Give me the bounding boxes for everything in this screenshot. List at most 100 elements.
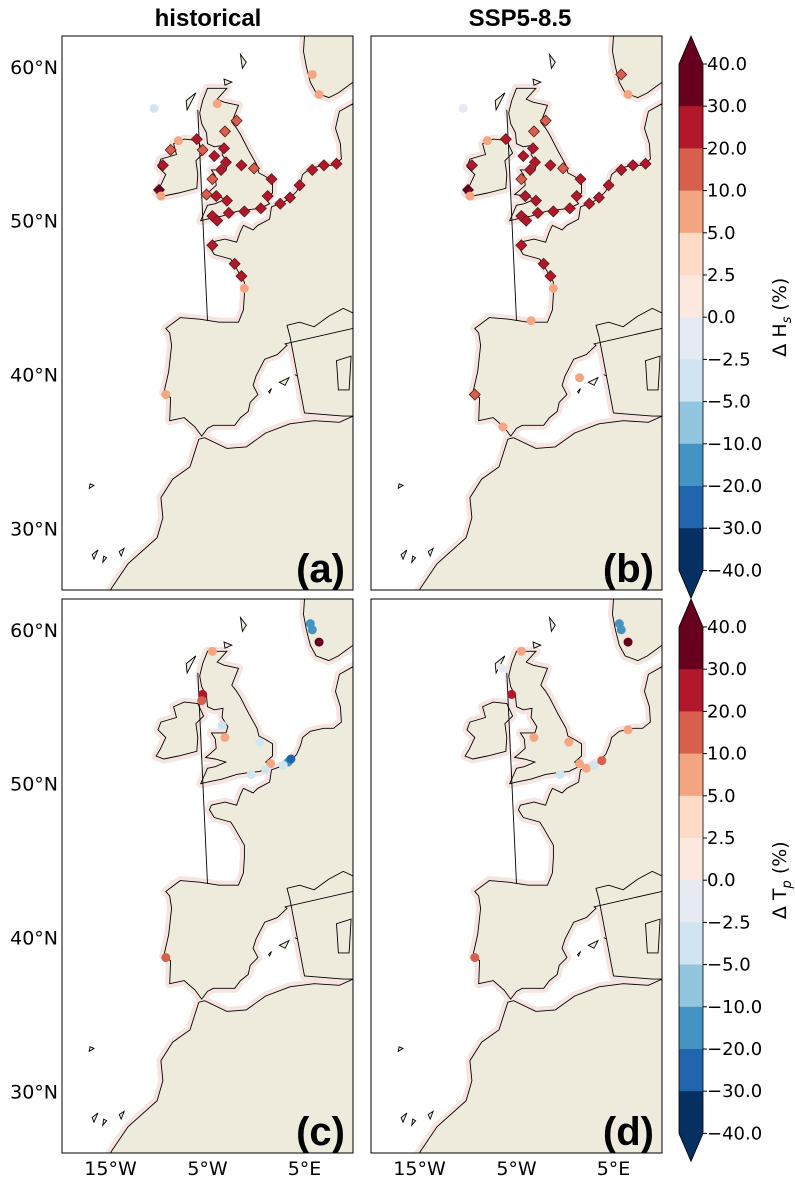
land-island <box>645 918 661 954</box>
land-island <box>400 1112 408 1124</box>
land-iberia-france <box>472 103 662 437</box>
map-panel-b: (b) <box>370 35 663 591</box>
land-iberia-france <box>163 103 353 437</box>
land-island <box>548 52 556 70</box>
colorbar-segment <box>679 486 703 529</box>
site-marker-diamond <box>517 149 530 163</box>
site-marker-diamond <box>465 159 478 172</box>
site-marker-diamond <box>330 157 343 170</box>
site-marker-dot <box>197 696 207 706</box>
lon-tick-label: 5°W <box>187 1158 228 1180</box>
site-marker-diamond <box>574 173 587 186</box>
site-marker-dot <box>470 953 480 963</box>
colorbar-segment <box>679 106 703 149</box>
land-island <box>397 483 404 490</box>
site-marker-diamond <box>317 159 330 172</box>
site-marker-diamond <box>265 173 278 186</box>
land-island <box>336 355 352 391</box>
colorbar-segment <box>679 1091 703 1134</box>
colorbar-tick-label: 20.0 <box>707 701 747 722</box>
land-island <box>336 918 352 954</box>
site-marker-diamond <box>602 179 615 192</box>
colorbar-extend-max <box>679 599 703 627</box>
site-marker-diamond <box>190 133 203 146</box>
site-marker-dot <box>507 689 517 699</box>
colorbar-segment <box>679 317 703 360</box>
colorbar-segment <box>679 669 703 712</box>
colorbar-extend-max <box>679 36 703 64</box>
land-island <box>506 672 517 884</box>
colorbar-segment <box>679 148 703 192</box>
lon-tick-label: 5°E <box>288 1158 322 1180</box>
site-marker-dot <box>526 316 536 326</box>
lat-tick-label: 40°N <box>10 928 58 950</box>
colorbar-tick-label: 10.0 <box>707 744 747 765</box>
site-marker-dot <box>498 422 508 432</box>
site-marker-diamond <box>261 189 274 203</box>
site-marker-diamond <box>529 194 542 207</box>
colorbar-segment <box>679 711 703 755</box>
site-marker-diamond <box>515 173 528 186</box>
site-marker-dot <box>616 625 626 635</box>
site-marker-diamond <box>531 206 544 220</box>
site-marker-dot <box>581 763 591 773</box>
colorbar-segment <box>679 838 703 881</box>
site-marker-diamond <box>556 162 570 175</box>
site-marker-diamond <box>527 125 541 138</box>
land-africa-europe <box>418 978 662 1153</box>
site-marker-dot <box>173 136 183 146</box>
lat-tick-label: 40°N <box>10 365 58 387</box>
land-island <box>197 672 208 884</box>
lat-tick-label: 30°N <box>10 518 58 540</box>
land-island <box>185 92 197 112</box>
site-marker-dot <box>239 283 249 293</box>
site-marker-diamond <box>544 270 557 283</box>
site-marker-diamond <box>211 214 224 227</box>
site-marker-dot <box>589 760 599 770</box>
site-marker-diamond <box>219 156 232 169</box>
land-island <box>101 1118 108 1127</box>
colorbar-tick-label: 30.0 <box>707 96 747 117</box>
colorbar-tick-label: 2.5 <box>707 828 736 849</box>
colorbar-tick-label: −30.0 <box>707 1081 762 1102</box>
site-marker-diamond <box>615 163 628 176</box>
column-title-ssp585: SSP5-8.5 <box>469 5 572 32</box>
panel-label: (d) <box>603 1110 654 1154</box>
site-marker-diamond <box>468 388 481 401</box>
site-marker-diamond <box>238 205 251 218</box>
site-marker-diamond <box>215 163 228 176</box>
land-africa-europe <box>109 978 353 1153</box>
land-island <box>88 1046 95 1053</box>
site-marker-dot <box>548 283 558 293</box>
site-marker-diamond <box>570 189 583 203</box>
land-island <box>410 555 417 564</box>
colorbar-segment <box>679 64 703 107</box>
panel-label: (b) <box>603 547 654 591</box>
site-marker-diamond <box>196 143 209 156</box>
land-island <box>91 549 99 561</box>
site-marker-dot <box>575 373 585 383</box>
colorbar-segment <box>679 359 703 403</box>
colorbar-extend-min <box>679 1133 703 1162</box>
panel-label: (a) <box>296 547 345 591</box>
site-marker-diamond <box>254 202 267 215</box>
colorbar-segment <box>679 627 703 670</box>
colorbar-tick-label: 40.0 <box>707 617 747 638</box>
land-island <box>645 355 661 391</box>
land-island <box>587 376 600 386</box>
site-marker-dot <box>314 637 324 647</box>
site-marker-dot <box>212 99 222 109</box>
colorbar-segment <box>679 190 703 234</box>
land-island <box>223 78 233 86</box>
land-island <box>577 388 581 394</box>
colorbar-tick-label: 0.0 <box>707 870 736 891</box>
colorbar-tick-label: 0.0 <box>707 307 736 328</box>
colorbar-tick-label: −40.0 <box>707 1123 762 1144</box>
site-marker-dot <box>278 760 288 770</box>
site-marker-diamond <box>164 143 177 156</box>
map-panel-a: (a) <box>61 35 354 591</box>
site-marker-diamond <box>592 191 606 204</box>
lat-tick-label: 50°N <box>10 774 58 796</box>
land-island <box>278 376 291 386</box>
lon-tick-label: 5°E <box>597 1158 631 1180</box>
